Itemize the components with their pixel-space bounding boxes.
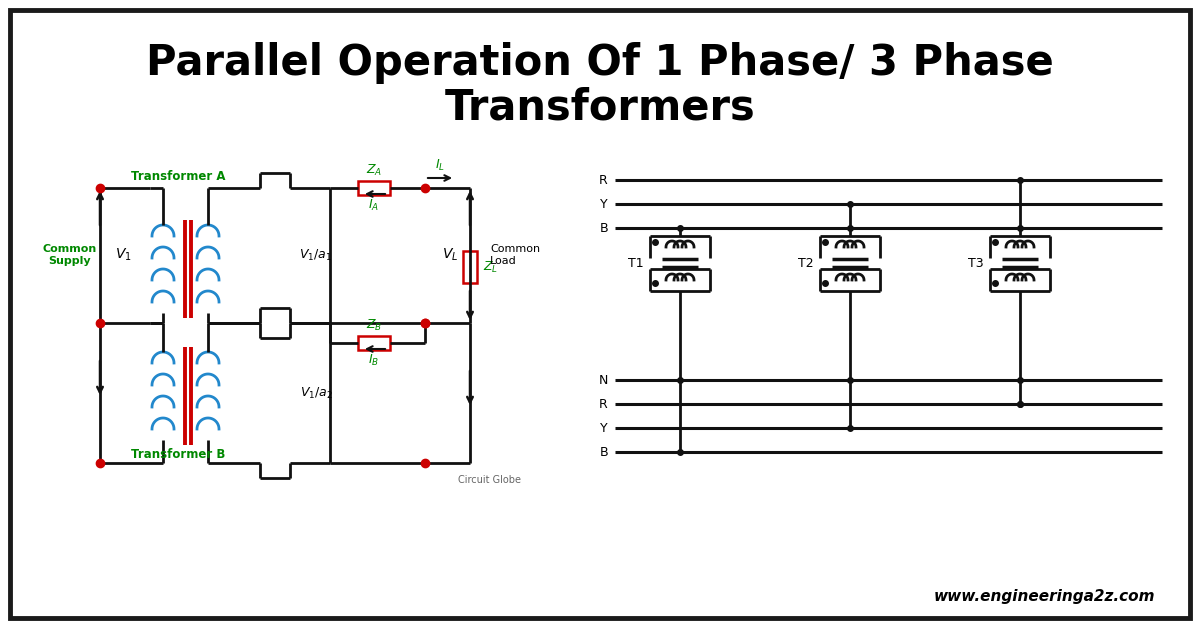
Text: $V_L$: $V_L$: [442, 247, 458, 263]
Text: N: N: [599, 374, 608, 386]
Text: Y: Y: [600, 197, 608, 210]
Text: T1: T1: [629, 257, 644, 270]
Text: Y: Y: [600, 421, 608, 435]
Text: R: R: [599, 173, 608, 187]
Bar: [358, 336, 390, 350]
Text: $V_1$: $V_1$: [115, 247, 132, 263]
Text: R: R: [599, 398, 608, 411]
Text: $Z_L$: $Z_L$: [482, 259, 498, 274]
Text: Transformer A: Transformer A: [131, 170, 226, 183]
Text: B: B: [599, 445, 608, 458]
Text: Parallel Operation Of 1 Phase/ 3 Phase: Parallel Operation Of 1 Phase/ 3 Phase: [146, 42, 1054, 84]
Text: $I_A$: $I_A$: [368, 198, 379, 213]
Text: Circuit Globe: Circuit Globe: [458, 475, 522, 485]
Text: B: B: [599, 222, 608, 234]
Text: $I_B$: $I_B$: [368, 353, 379, 368]
Text: $Z_B$: $Z_B$: [366, 318, 382, 333]
Text: T3: T3: [968, 257, 984, 270]
Text: www.engineeringa2z.com: www.engineeringa2z.com: [934, 588, 1154, 604]
Text: Common
Supply: Common Supply: [43, 244, 97, 266]
Text: Transformers: Transformers: [445, 87, 755, 129]
Text: $Z_A$: $Z_A$: [366, 163, 382, 178]
Text: Common
Load: Common Load: [490, 244, 540, 266]
Text: $V_1/a_2$: $V_1/a_2$: [300, 386, 332, 401]
Text: Transformer B: Transformer B: [131, 448, 226, 461]
Text: $V_1/a_1$: $V_1/a_1$: [300, 247, 332, 263]
Text: T2: T2: [798, 257, 814, 270]
Bar: [358, 181, 390, 195]
Bar: [463, 251, 478, 283]
Text: $I_L$: $I_L$: [434, 158, 445, 173]
